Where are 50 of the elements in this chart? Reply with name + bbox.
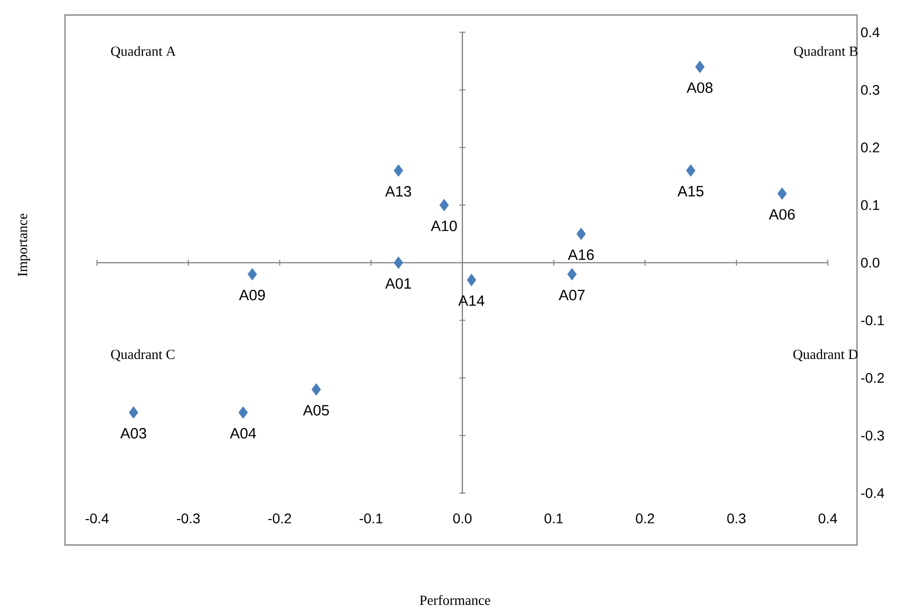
point <box>567 268 577 280</box>
point <box>128 406 138 419</box>
point <box>312 383 321 396</box>
annotation: A13 <box>385 186 412 197</box>
point <box>576 228 586 240</box>
annotation: A06 <box>768 209 795 220</box>
annotation: A07 <box>558 290 585 300</box>
annotation: Quadrant B <box>794 46 858 58</box>
point <box>777 187 787 200</box>
annotation: A08 <box>686 82 713 93</box>
y-tick-label: -0.3 <box>861 430 884 440</box>
x-axis-title: Performance <box>420 595 490 605</box>
y-tick-label: 0.2 <box>861 142 880 152</box>
point <box>238 406 248 419</box>
annotation: Quadrant C <box>111 349 174 362</box>
point <box>439 198 449 212</box>
point <box>248 268 257 280</box>
annotation: A03 <box>120 428 146 439</box>
y-tick-label: -0.2 <box>861 372 884 383</box>
x-tick-label: 0.2 <box>636 514 654 524</box>
point <box>695 60 705 74</box>
x-tick-label: 0.3 <box>727 514 746 524</box>
annotation: A14 <box>458 296 484 306</box>
x-tick-label: -0.4 <box>86 514 109 524</box>
y-tick-label: 0.3 <box>861 84 880 95</box>
y-tick-label: 0.1 <box>861 200 880 210</box>
annotation: A10 <box>430 220 457 232</box>
y-tick-label: -0.1 <box>861 315 884 326</box>
annotation: Quadrant D <box>793 349 858 362</box>
y-tick-label: 0.4 <box>861 27 880 38</box>
x-tick-label: 0.4 <box>818 514 838 524</box>
point <box>394 164 404 177</box>
annotation: A09 <box>239 290 265 300</box>
y-axis-title: Importance <box>18 214 30 276</box>
x-tick-label: -0.1 <box>360 514 382 524</box>
x-tick-label: 0.0 <box>453 514 472 524</box>
annotation: A15 <box>677 186 704 196</box>
x-tick-label: -0.2 <box>268 514 292 524</box>
annotation: A04 <box>230 428 256 439</box>
annotation: A16 <box>568 249 594 260</box>
annotation: A05 <box>302 404 329 416</box>
x-tick-label: 0.1 <box>544 514 563 524</box>
y-tick-label: -0.4 <box>861 488 884 498</box>
point <box>394 256 404 269</box>
x-tick-label: -0.3 <box>176 514 200 524</box>
y-tick-label: 0.0 <box>861 258 880 268</box>
annotation: A01 <box>385 278 412 289</box>
point <box>686 164 696 177</box>
point <box>466 274 476 286</box>
annotation: Quadrant A <box>111 46 176 58</box>
